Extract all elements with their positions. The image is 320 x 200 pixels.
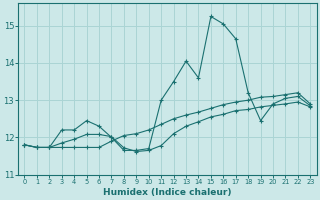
X-axis label: Humidex (Indice chaleur): Humidex (Indice chaleur) [103,188,232,197]
